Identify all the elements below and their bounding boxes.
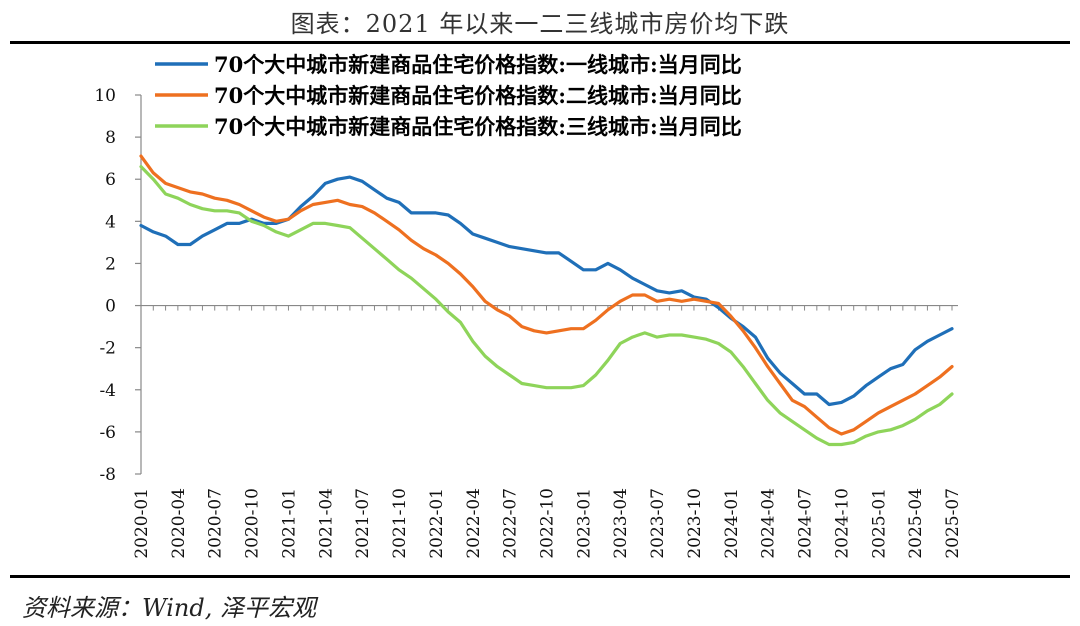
series-lines [139,154,954,447]
x-tick-label: 2023-07 [648,488,668,559]
x-tick-label: 2024-01 [722,488,742,559]
y-tick-label: -6 [99,423,116,443]
source-note: 资料来源：Wind, 泽平宏观 [22,594,316,622]
x-tick-label: 2022-10 [538,488,558,559]
axes: 10 8 6 4 2 0 -2 -4 -6 -8 2020-01 2020-04 2020-07 2020… [94,86,963,559]
x-tick-label: 2020-07 [206,488,226,559]
x-tick-label: 2023-01 [574,488,594,559]
x-tick-label: 2022-04 [464,488,484,559]
y-tick-label: 0 [105,297,116,317]
x-tick-label: 2022-07 [501,488,521,559]
line-chart: 70个大中城市新建商品住宅价格指数:一线城市:当月同比 70个大中城市新建商品住宅… [94,52,963,559]
y-tick-label: 2 [105,254,116,274]
x-tick-label: 2021-10 [390,488,410,559]
x-tick-label: 2023-04 [611,488,631,559]
x-tick-label: 2024-04 [759,488,779,559]
x-tick-label: 2025-04 [906,488,926,559]
y-tick-label: 10 [94,86,116,106]
legend-label-3: 70个大中城市新建商品住宅价格指数:三线城市:当月同比 [214,114,742,139]
y-tick-label: 6 [105,170,116,190]
legend: 70个大中城市新建商品住宅价格指数:一线城市:当月同比 70个大中城市新建商品住宅… [155,52,742,139]
x-tick-label: 2020-10 [243,488,263,559]
x-tick-label: 2022-01 [427,488,447,559]
x-tick-label: 2025-01 [869,488,889,559]
x-tick-label: 2025-07 [943,488,963,559]
y-tick-label: 4 [105,212,116,232]
series-line-3 [139,165,954,447]
x-tick-label: 2023-10 [685,488,705,559]
bottom-rule [10,575,1070,578]
x-tick-label: 2020-04 [169,488,189,559]
chart-title: 图表：2021 年以来一二三线城市房价均下跌 [290,10,790,38]
legend-label-1: 70个大中城市新建商品住宅价格指数:一线城市:当月同比 [214,52,742,77]
series-line-1 [139,175,954,407]
x-tick-label: 2021-04 [316,488,336,559]
y-tick-label: -8 [99,465,116,485]
y-tick-label: -2 [99,339,116,359]
legend-label-2: 70个大中城市新建商品住宅价格指数:二线城市:当月同比 [214,83,742,108]
x-tick-label: 2021-01 [279,488,299,559]
y-tick-label: -4 [99,381,116,401]
top-rule [10,41,1070,44]
x-tick-label: 2021-07 [353,488,373,559]
series-line-2 [139,154,954,436]
x-tick-label: 2024-07 [796,488,816,559]
x-tick-label: 2020-01 [132,488,152,559]
y-tick-label: 8 [105,128,116,148]
x-tick-label: 2024-10 [832,488,852,559]
